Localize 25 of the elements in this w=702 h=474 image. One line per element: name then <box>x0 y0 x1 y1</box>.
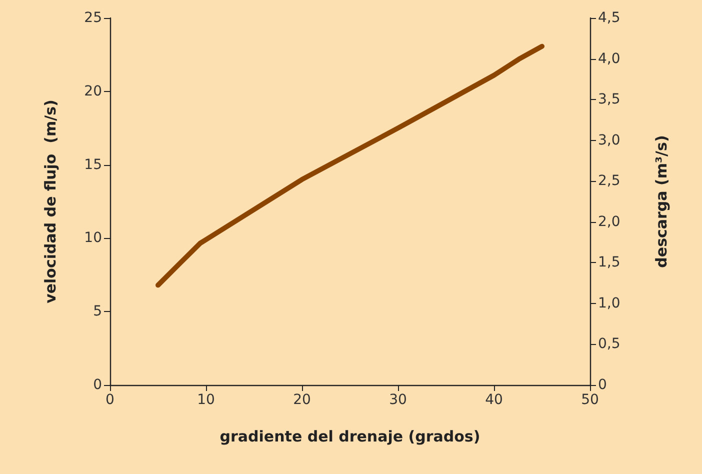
y2-tick-label: 2,5 <box>598 173 620 190</box>
y2-tick-label: 3,5 <box>598 92 620 108</box>
x-axis-title: gradiente del drenaje (grados) <box>220 428 480 446</box>
y-tick-label: 25 <box>84 10 102 26</box>
x-tick-label: 30 <box>389 392 407 408</box>
y-tick-label: 0 <box>93 377 102 393</box>
x-tick-label: 50 <box>581 392 599 408</box>
y2-tick-label: 0,5 <box>598 336 620 352</box>
y-axis-title: velocidad de flujo (m/s) <box>42 100 60 304</box>
x-tick-label: 0 <box>106 392 114 408</box>
x-tick-label: 20 <box>293 392 311 408</box>
x-tick-label: 40 <box>485 392 503 408</box>
y2-tick-label: 4,5 <box>598 10 620 26</box>
y-tick-label: 10 <box>84 230 102 246</box>
y2-tick-label: 3,0 <box>598 132 620 148</box>
y2-tick-label: 4,0 <box>598 50 620 67</box>
x-tick-label: 10 <box>197 392 215 408</box>
y-tick-label: 15 <box>84 156 102 173</box>
y2-tick-label: 2,0 <box>598 214 620 230</box>
y2-tick-label: 1,5 <box>598 254 620 271</box>
y2-tick-label: 1,0 <box>598 295 620 312</box>
y2-axis-title: descarga (m³/s) <box>652 135 670 268</box>
y2-tick-label: 0 <box>598 377 607 393</box>
y-tick-label: 20 <box>84 83 102 100</box>
y-tick-label: 5 <box>93 304 102 320</box>
